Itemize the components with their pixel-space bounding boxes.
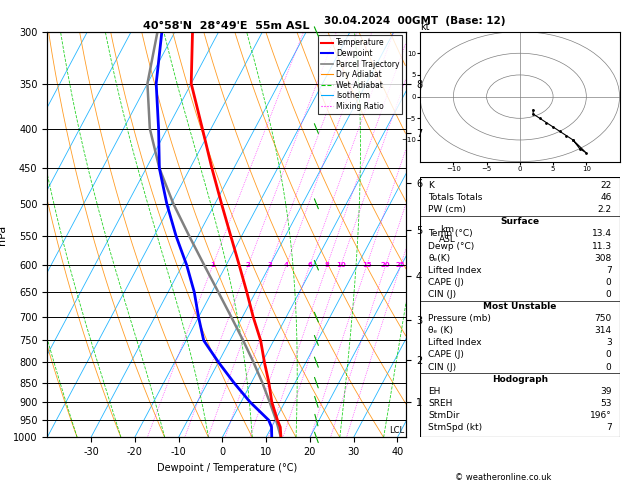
Text: StmSpd (kt): StmSpd (kt) bbox=[428, 423, 482, 432]
Text: θₑ (K): θₑ (K) bbox=[428, 326, 453, 335]
Text: Pressure (mb): Pressure (mb) bbox=[428, 314, 491, 323]
Text: 22: 22 bbox=[600, 181, 611, 190]
Title: 40°58'N  28°49'E  55m ASL: 40°58'N 28°49'E 55m ASL bbox=[143, 21, 310, 31]
Text: 3: 3 bbox=[606, 338, 611, 347]
Text: CAPE (J): CAPE (J) bbox=[428, 350, 464, 360]
Text: 6: 6 bbox=[308, 262, 312, 268]
Text: 30.04.2024  00GMT  (Base: 12): 30.04.2024 00GMT (Base: 12) bbox=[325, 16, 506, 26]
Text: 13.4: 13.4 bbox=[592, 229, 611, 239]
Text: 15: 15 bbox=[362, 262, 372, 268]
Text: 53: 53 bbox=[600, 399, 611, 408]
Text: Hodograph: Hodograph bbox=[492, 375, 548, 383]
Text: 0: 0 bbox=[606, 363, 611, 372]
Text: 2.2: 2.2 bbox=[598, 205, 611, 214]
Text: CIN (J): CIN (J) bbox=[428, 290, 456, 299]
Y-axis label: km
ASL: km ASL bbox=[438, 225, 455, 244]
Text: Lifted Index: Lifted Index bbox=[428, 266, 482, 275]
Text: 314: 314 bbox=[594, 326, 611, 335]
Y-axis label: hPa: hPa bbox=[0, 225, 8, 244]
Text: 0: 0 bbox=[606, 350, 611, 360]
Text: CIN (J): CIN (J) bbox=[428, 363, 456, 372]
Text: 7: 7 bbox=[606, 423, 611, 432]
Text: 196°: 196° bbox=[590, 411, 611, 420]
Text: LCL: LCL bbox=[389, 426, 404, 435]
Text: 1: 1 bbox=[210, 262, 215, 268]
Text: SREH: SREH bbox=[428, 399, 452, 408]
Text: 25: 25 bbox=[396, 262, 406, 268]
X-axis label: Dewpoint / Temperature (°C): Dewpoint / Temperature (°C) bbox=[157, 463, 297, 473]
Text: kt: kt bbox=[420, 21, 430, 32]
Text: θₑ(K): θₑ(K) bbox=[428, 254, 450, 262]
Text: Lifted Index: Lifted Index bbox=[428, 338, 482, 347]
Text: CAPE (J): CAPE (J) bbox=[428, 278, 464, 287]
Text: StmDir: StmDir bbox=[428, 411, 459, 420]
Text: 11.3: 11.3 bbox=[591, 242, 611, 251]
Text: 750: 750 bbox=[594, 314, 611, 323]
Text: 3: 3 bbox=[268, 262, 272, 268]
Text: K: K bbox=[428, 181, 434, 190]
Text: Temp (°C): Temp (°C) bbox=[428, 229, 473, 239]
Legend: Temperature, Dewpoint, Parcel Trajectory, Dry Adiabat, Wet Adiabat, Isotherm, Mi: Temperature, Dewpoint, Parcel Trajectory… bbox=[318, 35, 403, 114]
Text: 0: 0 bbox=[606, 290, 611, 299]
Text: EH: EH bbox=[428, 387, 440, 396]
Text: Dewp (°C): Dewp (°C) bbox=[428, 242, 474, 251]
Text: 2: 2 bbox=[246, 262, 250, 268]
Text: 7: 7 bbox=[606, 266, 611, 275]
Text: 20: 20 bbox=[381, 262, 391, 268]
Text: 308: 308 bbox=[594, 254, 611, 262]
Text: Most Unstable: Most Unstable bbox=[483, 302, 557, 311]
Text: Surface: Surface bbox=[500, 217, 540, 226]
Text: Totals Totals: Totals Totals bbox=[428, 193, 482, 202]
Text: 46: 46 bbox=[600, 193, 611, 202]
Text: 39: 39 bbox=[600, 387, 611, 396]
Text: 8: 8 bbox=[325, 262, 330, 268]
Text: 10: 10 bbox=[336, 262, 346, 268]
Text: PW (cm): PW (cm) bbox=[428, 205, 466, 214]
Text: 4: 4 bbox=[284, 262, 289, 268]
Text: 0: 0 bbox=[606, 278, 611, 287]
Text: © weatheronline.co.uk: © weatheronline.co.uk bbox=[455, 473, 552, 482]
